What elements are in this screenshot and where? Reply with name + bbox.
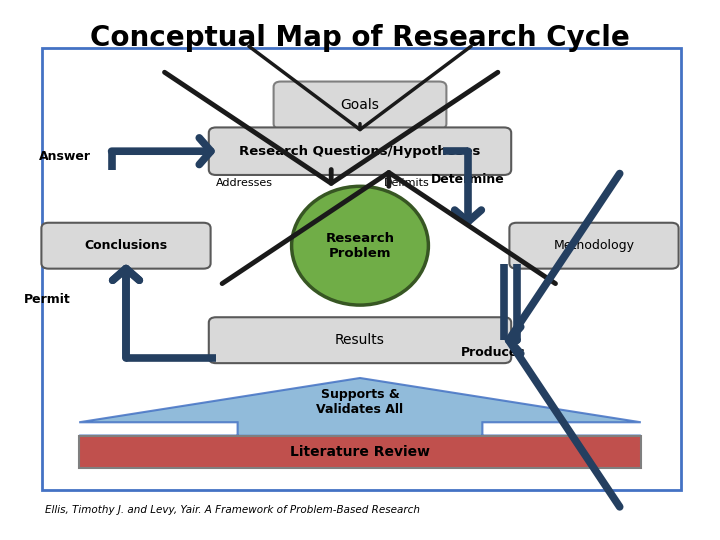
FancyBboxPatch shape: [41, 222, 210, 268]
FancyBboxPatch shape: [509, 222, 678, 268]
Text: Methodology: Methodology: [554, 239, 634, 252]
Text: Results: Results: [335, 333, 385, 347]
FancyBboxPatch shape: [42, 48, 681, 490]
FancyBboxPatch shape: [209, 317, 511, 363]
Text: Permit: Permit: [24, 293, 70, 306]
Text: Literature Review: Literature Review: [290, 445, 430, 459]
Text: Supports &
Validates All: Supports & Validates All: [316, 388, 404, 416]
Text: Delimits: Delimits: [384, 178, 430, 187]
Polygon shape: [79, 378, 641, 436]
FancyBboxPatch shape: [209, 127, 511, 175]
Text: Research
Problem: Research Problem: [325, 232, 395, 260]
Text: Conceptual Map of Research Cycle: Conceptual Map of Research Cycle: [90, 24, 630, 52]
Text: Conclusions: Conclusions: [84, 239, 168, 252]
Text: Addresses: Addresses: [216, 178, 274, 187]
Text: Research Questions/Hypotheses: Research Questions/Hypotheses: [239, 145, 481, 158]
Text: Goals: Goals: [341, 98, 379, 112]
Ellipse shape: [292, 186, 428, 305]
Text: Produces: Produces: [461, 346, 526, 359]
Text: Determine: Determine: [431, 173, 505, 186]
Text: Ellis, Timothy J. and Levy, Yair. A Framework of Problem-Based Research: Ellis, Timothy J. and Levy, Yair. A Fram…: [45, 505, 420, 515]
FancyBboxPatch shape: [274, 82, 446, 129]
Text: Answer: Answer: [39, 150, 91, 163]
FancyBboxPatch shape: [79, 436, 641, 468]
